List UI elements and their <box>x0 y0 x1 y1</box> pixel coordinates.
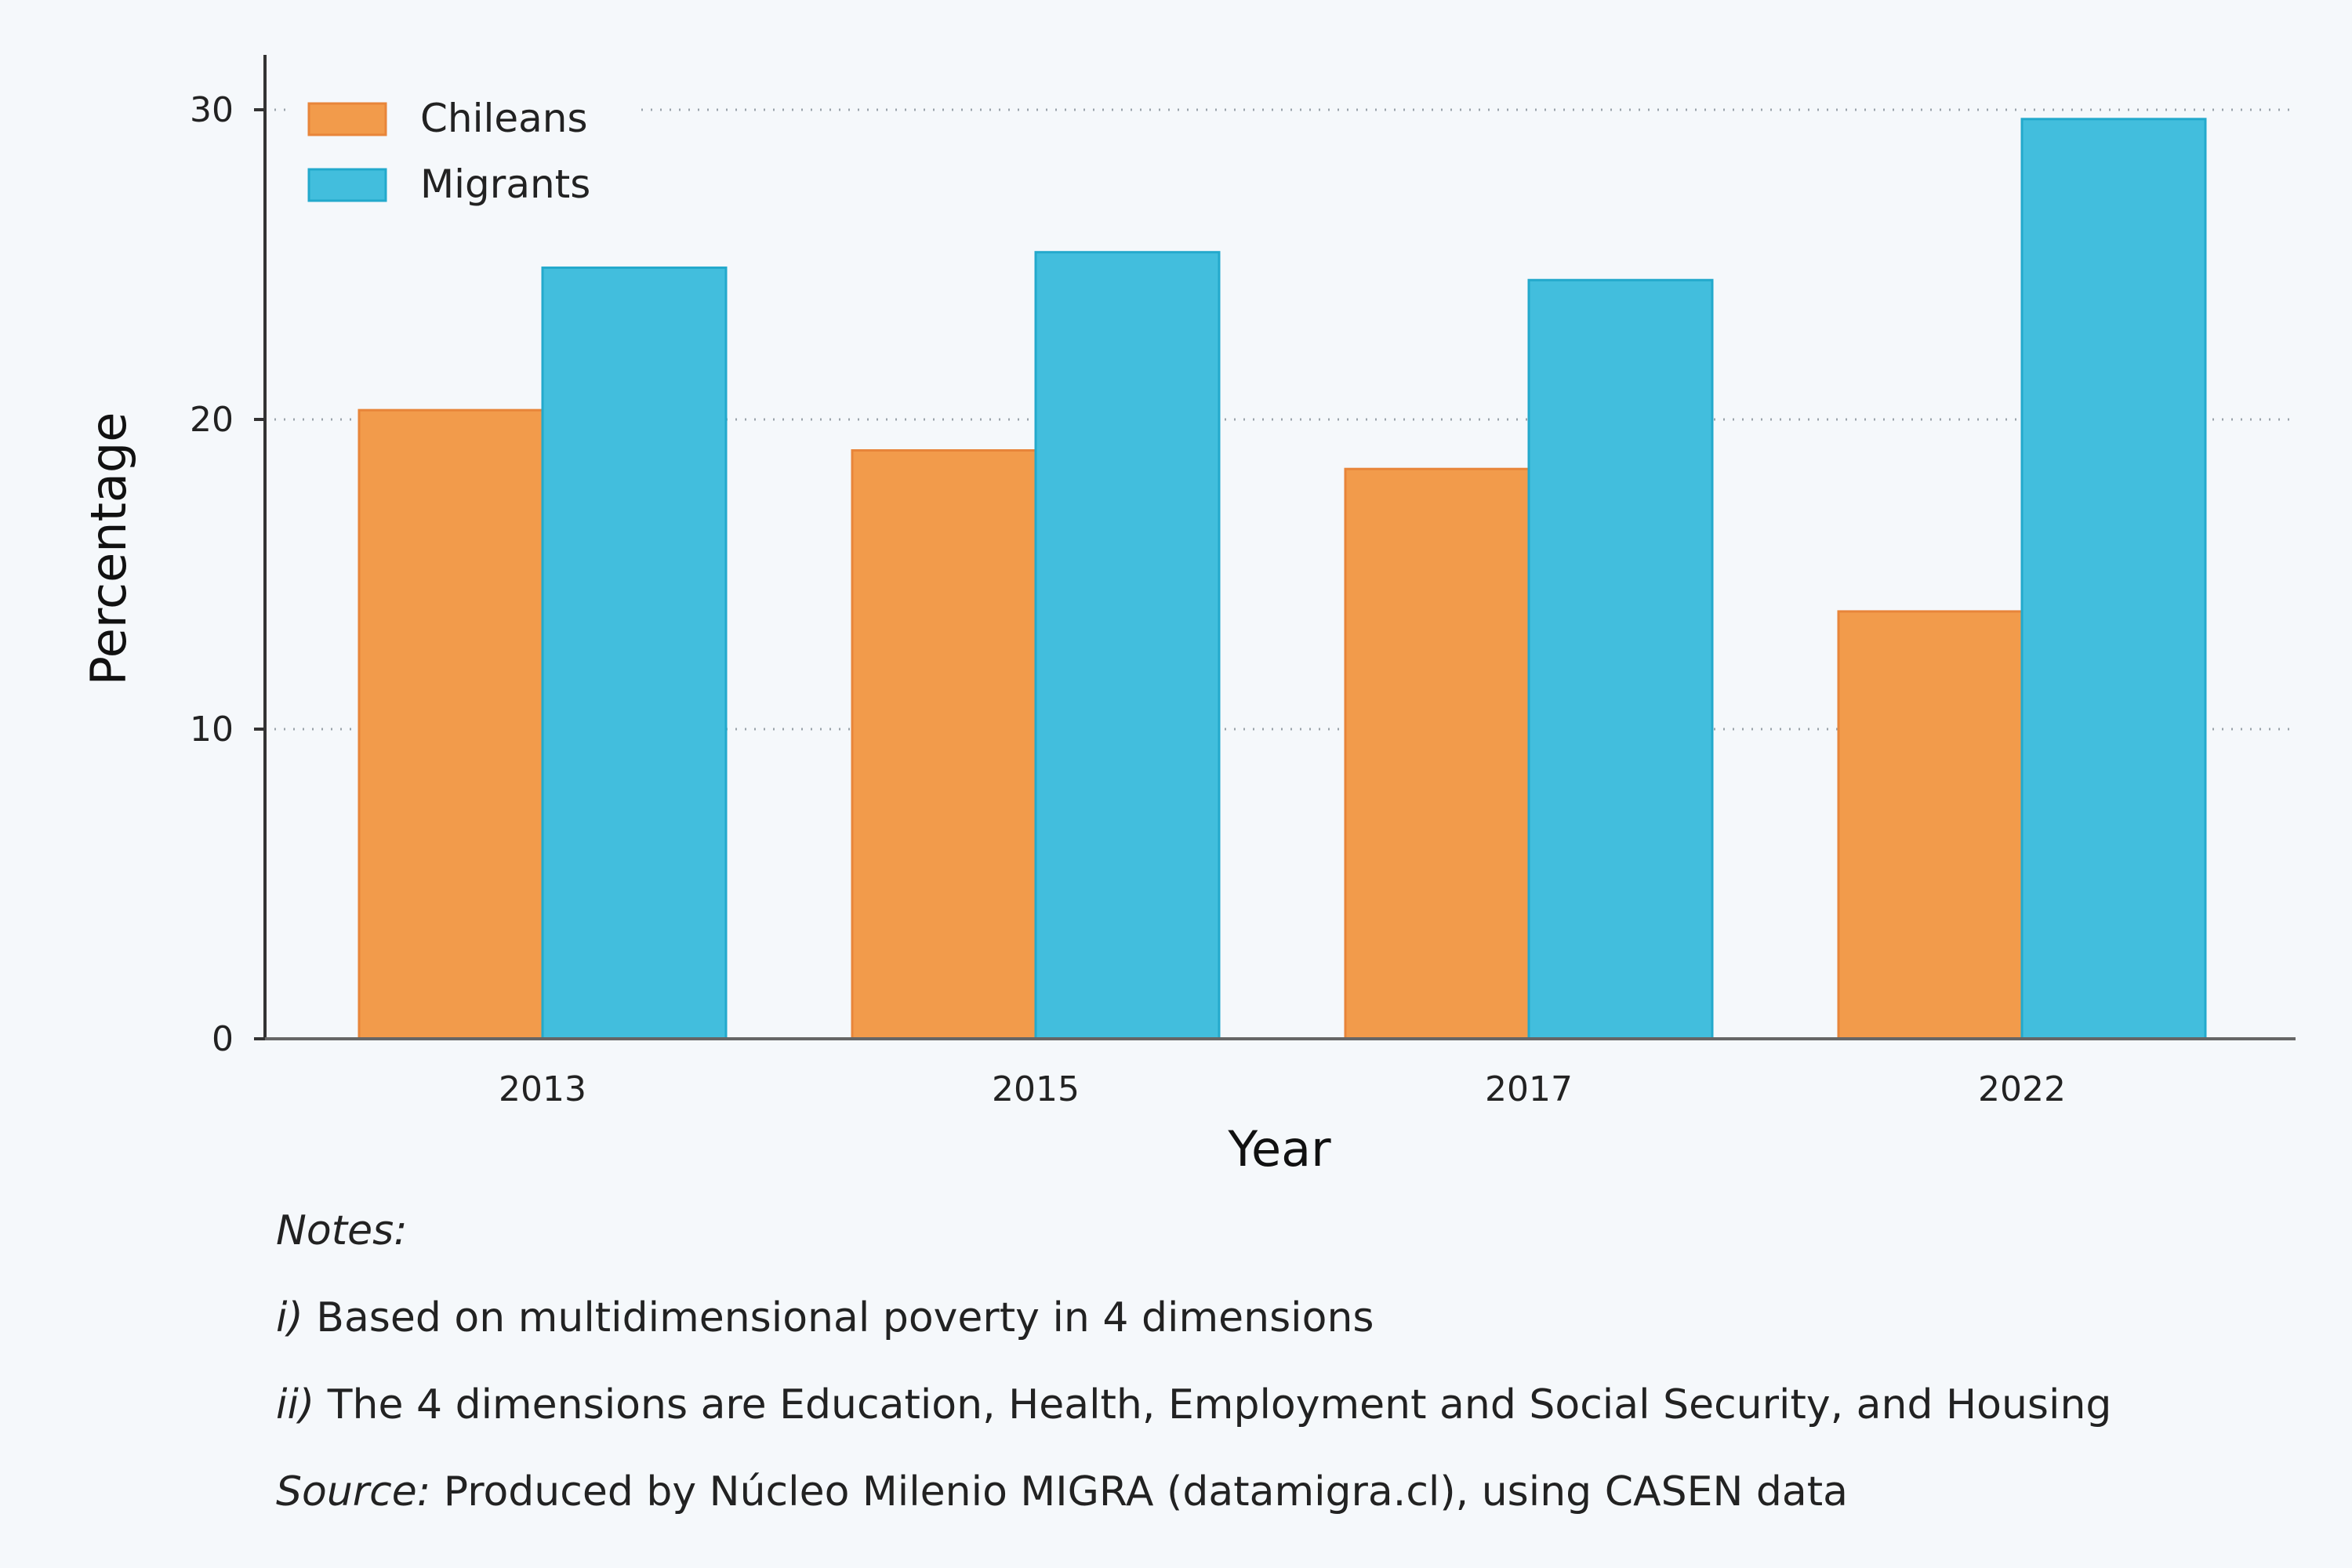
y-tick-label-0: 0 <box>212 1019 234 1059</box>
notes-line-1: i) Based on multidimensional poverty in … <box>276 1294 1374 1341</box>
bar-chileans-2015 <box>851 449 1037 1040</box>
bar-chileans-2013 <box>358 408 544 1040</box>
y-axis-title: Percentage <box>80 412 137 686</box>
bar-chileans-2017 <box>1344 467 1530 1040</box>
legend-label-migrants: Migrants <box>420 162 590 207</box>
bar-migrants-2015 <box>1034 251 1221 1040</box>
legend-swatch-migrants <box>307 168 387 202</box>
y-tick-label-10: 10 <box>190 710 234 750</box>
x-tick-label-2017: 2017 <box>1485 1069 1573 1109</box>
bar-migrants-2013 <box>541 266 728 1040</box>
y-tick-label-20: 20 <box>190 400 234 440</box>
notes-heading: Notes: <box>276 1207 408 1254</box>
axes <box>254 55 2296 1040</box>
legend-label-chileans: Chileans <box>420 96 588 141</box>
legend-swatch-chileans <box>307 102 387 136</box>
x-tick-label-2022: 2022 <box>1978 1069 2066 1109</box>
chart-notes: Notes: i) Based on multidimensional pove… <box>276 1188 2111 1536</box>
notes-source: Source: Produced by Núcleo Milenio MIGRA… <box>276 1468 1849 1515</box>
x-tick-label-2015: 2015 <box>992 1069 1080 1109</box>
bar-chileans-2022 <box>1837 610 2024 1040</box>
x-axis-title: Year <box>1227 1120 1331 1178</box>
notes-line-2: ii) The 4 dimensions are Education, Heal… <box>276 1381 2112 1428</box>
tick-labels: 2013 2015 2017 2022 0 10 20 30 <box>190 90 2066 1109</box>
x-tick-label-2013: 2013 <box>499 1069 586 1109</box>
y-tick-label-30: 30 <box>190 90 234 130</box>
bar-migrants-2017 <box>1527 278 1714 1040</box>
legend: Chileans Migrants <box>290 82 635 220</box>
bar-migrants-2022 <box>2020 118 2207 1040</box>
bars <box>358 118 2207 1040</box>
